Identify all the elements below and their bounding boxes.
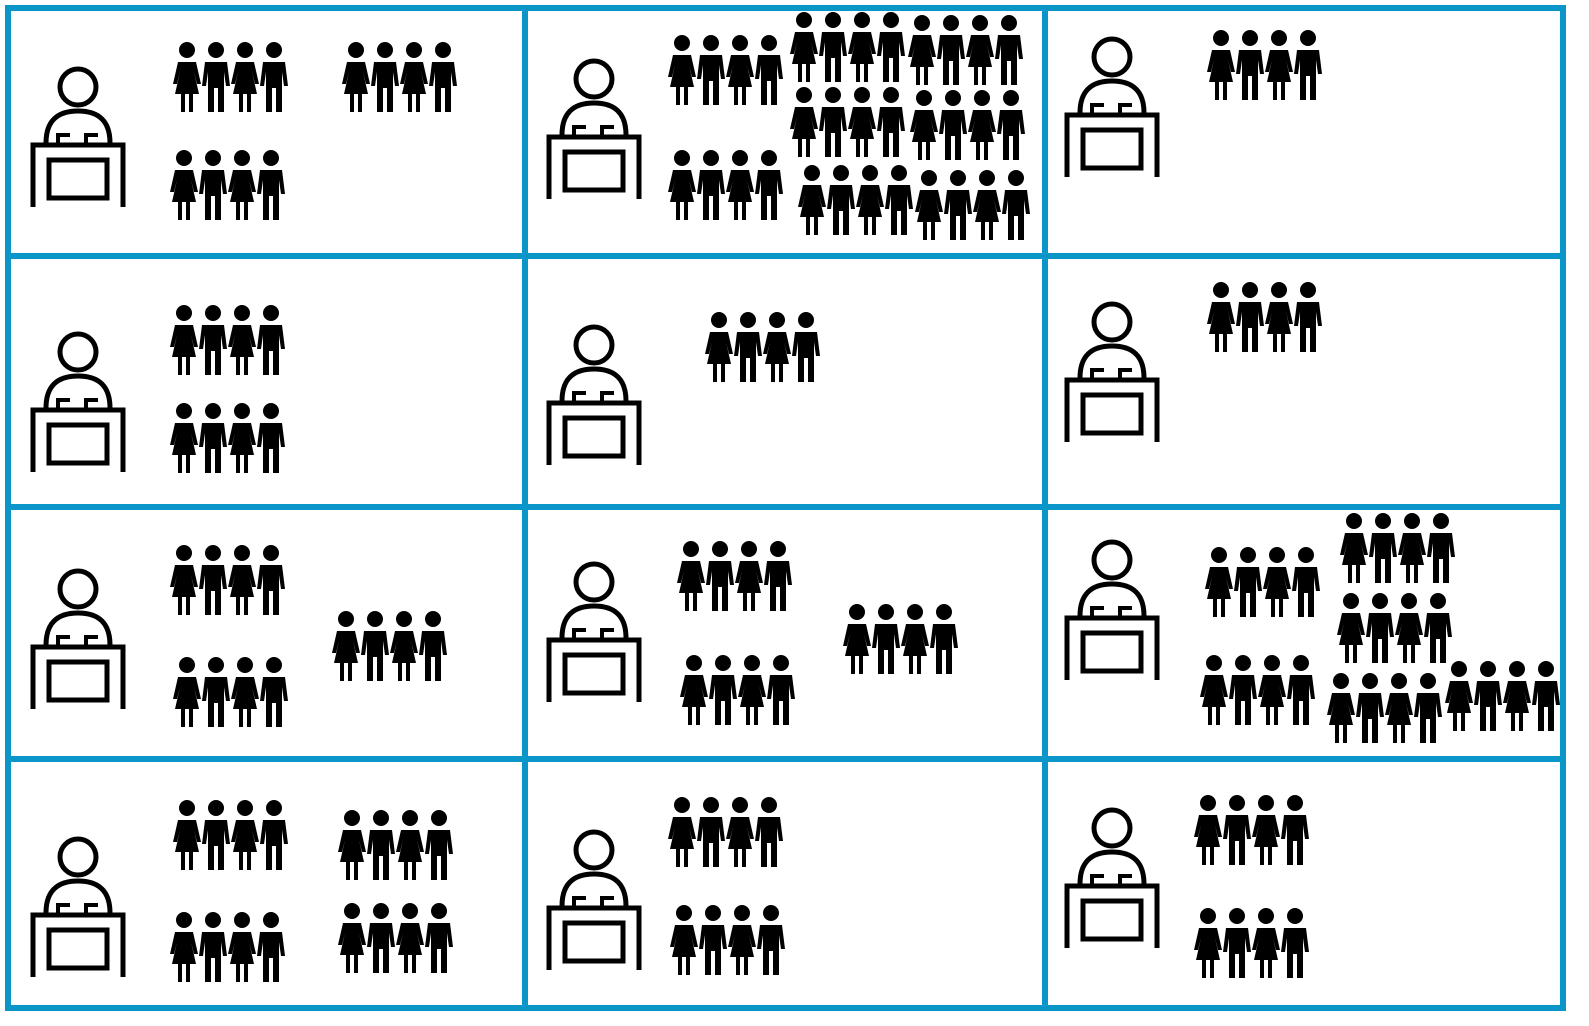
student-group-icon bbox=[170, 305, 285, 375]
student-group-icon bbox=[1445, 661, 1560, 731]
student-group-icon bbox=[1200, 655, 1315, 725]
student-group-icon bbox=[1337, 593, 1452, 663]
student-group-icon bbox=[790, 12, 905, 82]
student-group-icon bbox=[790, 87, 905, 157]
student-group-icon bbox=[908, 15, 1023, 85]
student-group-icon bbox=[170, 150, 285, 220]
student-group-icon bbox=[338, 810, 453, 880]
teacher-icon bbox=[1067, 304, 1157, 442]
student-group-icon bbox=[798, 165, 913, 235]
teacher-icon bbox=[549, 564, 639, 702]
teacher-icon bbox=[33, 571, 123, 709]
student-group-icon bbox=[1194, 795, 1309, 865]
student-group-icon bbox=[1205, 547, 1320, 617]
teacher-icon bbox=[1067, 542, 1157, 680]
student-group-icon bbox=[1327, 673, 1442, 743]
student-group-icon bbox=[668, 797, 783, 867]
student-group-icon bbox=[1340, 513, 1455, 583]
teacher-icon bbox=[1067, 810, 1157, 948]
student-group-icon bbox=[332, 611, 447, 681]
student-group-icon bbox=[1207, 30, 1322, 100]
student-group-icon bbox=[338, 903, 453, 973]
student-group-icon bbox=[170, 912, 285, 982]
student-group-icon bbox=[1207, 282, 1322, 352]
teacher-icon bbox=[549, 327, 639, 465]
student-group-icon bbox=[910, 90, 1025, 160]
student-group-icon bbox=[843, 604, 958, 674]
teacher-icon bbox=[33, 69, 123, 207]
teacher-icon bbox=[33, 334, 123, 472]
student-group-icon bbox=[705, 312, 820, 382]
teacher-icon bbox=[549, 61, 639, 199]
student-group-icon bbox=[668, 35, 783, 105]
student-group-icon bbox=[173, 657, 288, 727]
student-group-icon bbox=[668, 150, 783, 220]
student-group-icon bbox=[915, 170, 1030, 240]
student-group-icon bbox=[170, 403, 285, 473]
student-group-icon bbox=[680, 655, 795, 725]
student-group-icon bbox=[670, 905, 785, 975]
grid bbox=[5, 5, 1566, 1011]
student-group-icon bbox=[173, 800, 288, 870]
student-group-icon bbox=[342, 42, 457, 112]
student-group-icon bbox=[677, 541, 792, 611]
teacher-icon bbox=[549, 832, 639, 970]
student-group-icon bbox=[170, 545, 285, 615]
teacher-icon bbox=[33, 839, 123, 977]
student-group-icon bbox=[1194, 908, 1309, 978]
teacher-icon bbox=[1067, 39, 1157, 177]
student-group-icon bbox=[173, 42, 288, 112]
